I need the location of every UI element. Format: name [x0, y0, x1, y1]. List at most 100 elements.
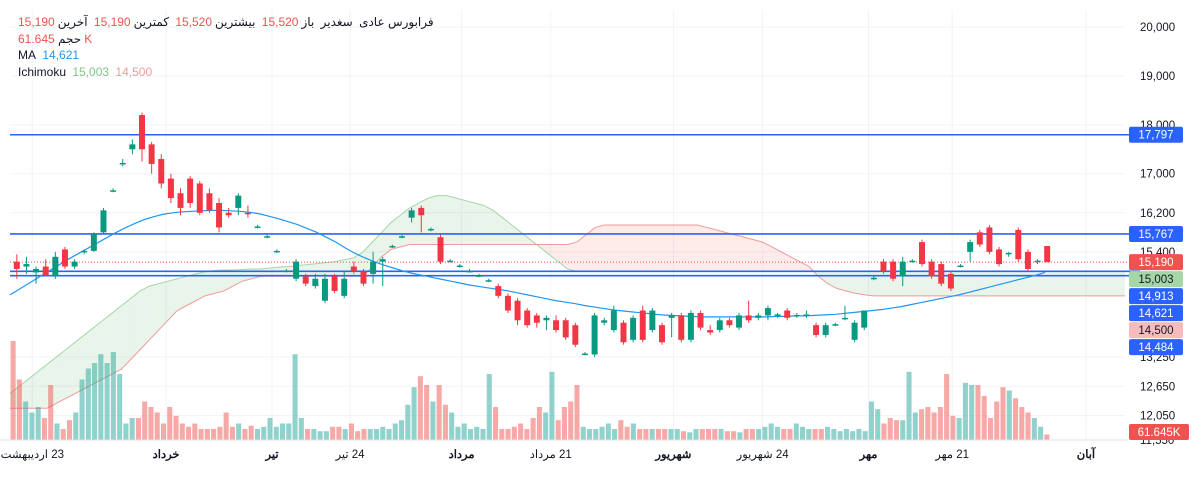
- candle-body: [880, 261, 887, 272]
- candle-body: [495, 286, 502, 296]
- volume-bar: [668, 429, 674, 440]
- candles[interactable]: [13, 112, 1051, 357]
- volume-bar: [530, 418, 536, 440]
- price-tags: 17,797 15,767 15,190 15,003 14,913 14,621 14,5…: [1129, 126, 1189, 440]
- volume-bar: [850, 431, 856, 440]
- candle-body: [389, 246, 396, 248]
- candle-body: [293, 261, 300, 279]
- candle-body: [206, 193, 213, 211]
- ichimoku-label: Ichimoku: [18, 64, 67, 79]
- volume-bar: [449, 412, 455, 440]
- price-axis-label: 19,000: [1140, 71, 1175, 83]
- price-tag-label: 14,621: [1138, 308, 1173, 320]
- volume-bar: [555, 420, 561, 440]
- cloud-segment: [957, 271, 968, 296]
- volume-bar: [467, 429, 474, 440]
- volume-bar: [1006, 390, 1012, 440]
- candle-body: [726, 320, 733, 326]
- price-tag-label: 15,767: [1138, 229, 1173, 241]
- volume-bar: [768, 423, 774, 440]
- volume-bar: [29, 412, 35, 440]
- volume-bar: [787, 429, 793, 440]
- ma-legend-row[interactable]: MA 14,621: [18, 47, 437, 64]
- volume-bar: [511, 426, 517, 440]
- volume-bar: [505, 429, 511, 440]
- candle-body: [312, 278, 319, 287]
- volume-bar: [1000, 387, 1006, 440]
- time-axis-label: تیر: [265, 449, 280, 462]
- candle-body: [899, 261, 906, 277]
- cloud-segment: [697, 225, 707, 272]
- volume-bar: [355, 431, 361, 440]
- volume-bar: [317, 431, 323, 440]
- volume-bar: [680, 431, 687, 440]
- cloud-segment: [706, 227, 717, 272]
- cloud-segment: [762, 242, 772, 272]
- cloud-segment: [390, 215, 401, 250]
- candle-body: [851, 322, 858, 340]
- cloud-segment: [502, 217, 512, 245]
- cloud-segment: [28, 371, 38, 409]
- cloud-segment: [567, 242, 577, 272]
- candle-body: [793, 314, 800, 317]
- candle-body: [216, 203, 223, 228]
- cloud-segment: [586, 227, 596, 272]
- cloud-segment: [372, 232, 382, 267]
- candle-body: [408, 210, 415, 218]
- cloud-segment: [298, 264, 308, 277]
- price-tag-box: [1129, 126, 1183, 143]
- candle-body: [90, 233, 97, 251]
- volume-bar: [774, 426, 781, 440]
- volume-bar: [643, 429, 649, 440]
- volume-bar: [524, 429, 530, 440]
- price-tag-label: 14,913: [1138, 291, 1173, 303]
- volume-bar: [330, 426, 336, 440]
- price-tag-box: [1129, 305, 1183, 322]
- volume-bar: [862, 431, 868, 440]
- volume-bar: [618, 420, 624, 440]
- time-axis[interactable]: 23 اردیبهشت خرداد تیر 24 تیر مرداد 21 مرداد شه…: [0, 439, 1128, 462]
- candle-body: [158, 159, 165, 184]
- candle-body: [1005, 252, 1012, 255]
- volume-bar: [48, 385, 54, 440]
- volume-bar: [41, 418, 47, 440]
- ichimoku-legend-row[interactable]: Ichimoku 15,003 14,500: [18, 64, 437, 81]
- volume-bar: [937, 407, 943, 440]
- candle-body: [350, 266, 357, 272]
- volume-bar: [518, 423, 524, 440]
- volume-bar: [793, 423, 799, 440]
- volume-bar: [92, 363, 98, 440]
- volume-bar: [474, 426, 480, 440]
- cloud-segment: [641, 225, 652, 272]
- volume-bar: [818, 429, 824, 440]
- volume-bar: [361, 429, 367, 440]
- candle-body: [813, 325, 820, 335]
- volume-bar: [900, 420, 906, 440]
- volume-bar: [110, 352, 116, 440]
- volume-bar: [1038, 426, 1044, 440]
- candle-body: [456, 265, 463, 268]
- volume-legend-row[interactable]: حجم 61.645K: [18, 31, 437, 48]
- candle-body: [716, 320, 723, 331]
- volume-bar: [373, 429, 380, 440]
- cloud-segment: [37, 364, 48, 409]
- volume-bar: [649, 429, 655, 440]
- cloud-segment: [1087, 271, 1098, 296]
- volume-bar: [248, 425, 254, 440]
- cloud-segment: [214, 269, 224, 294]
- cloud-segment: [623, 225, 633, 272]
- volume-bar: [956, 418, 962, 440]
- candle-body: [370, 261, 377, 274]
- volume-bar: [799, 426, 806, 440]
- cloud-segment: [521, 232, 531, 245]
- cloud-segment: [744, 237, 754, 272]
- candle-body: [562, 320, 569, 338]
- candle-body: [13, 261, 20, 269]
- volume-bar: [117, 374, 123, 440]
- candle-body: [870, 277, 877, 280]
- volume-bar: [806, 429, 812, 440]
- cloud-segment: [381, 222, 391, 257]
- volume-bar: [499, 429, 505, 440]
- candle-body: [187, 178, 194, 204]
